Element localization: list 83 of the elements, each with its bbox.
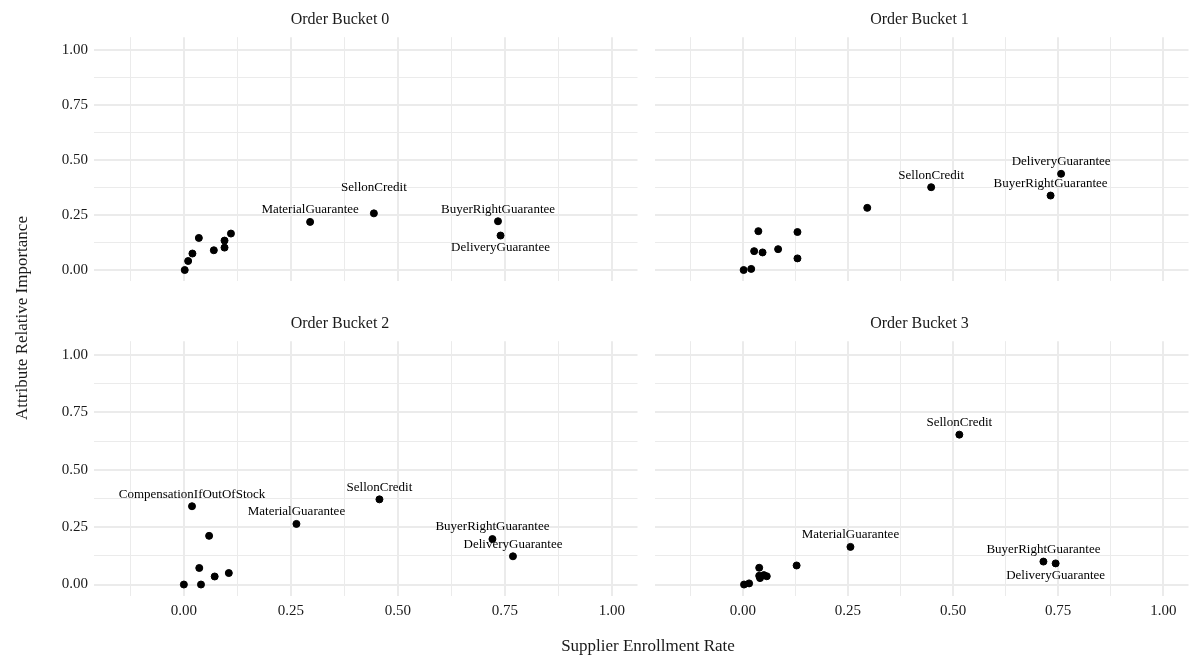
x-tick-label: 0.25 bbox=[834, 601, 862, 618]
annotation: BuyerRightGuarantee bbox=[435, 518, 550, 534]
point bbox=[194, 233, 203, 242]
x-tick-label: 0.75 bbox=[491, 601, 518, 618]
annotation: DeliveryGuarantee bbox=[1011, 153, 1111, 169]
point bbox=[1046, 191, 1055, 200]
point bbox=[375, 495, 384, 504]
annotation: DeliveryGuarantee bbox=[451, 238, 551, 254]
y-tick-label: 0.75 bbox=[61, 96, 88, 113]
x-axis-title: Supplier Enrollment Rate bbox=[561, 636, 735, 656]
point bbox=[508, 552, 517, 561]
chart-title: Order Bucket 1 bbox=[870, 9, 969, 27]
x-tick-label: 0.50 bbox=[939, 601, 967, 618]
point bbox=[196, 580, 205, 589]
point bbox=[184, 257, 193, 266]
annotation: MaterialGuarantee bbox=[261, 201, 360, 217]
annotation: MaterialGuarantee bbox=[247, 503, 346, 519]
annotation: DeliveryGuarantee bbox=[463, 535, 563, 551]
point bbox=[863, 203, 872, 212]
point bbox=[846, 542, 855, 551]
point bbox=[758, 248, 767, 257]
x-tick-label: 0.75 bbox=[1045, 601, 1072, 618]
point bbox=[927, 183, 936, 192]
point bbox=[180, 266, 189, 275]
chart-title: Order Bucket 3 bbox=[870, 313, 969, 331]
point bbox=[793, 254, 802, 263]
y-tick-label: 0.00 bbox=[61, 575, 88, 592]
point bbox=[955, 430, 964, 439]
point bbox=[1051, 559, 1060, 568]
y-tick-label: 1.00 bbox=[61, 345, 88, 362]
annotation: MaterialGuarantee bbox=[801, 526, 900, 542]
point bbox=[793, 228, 802, 237]
point bbox=[369, 209, 378, 218]
annotation: BuyerRightGuarantee bbox=[440, 200, 556, 216]
y-tick-label: 0.25 bbox=[61, 206, 88, 223]
annotation: SellonCredit bbox=[926, 414, 993, 430]
point bbox=[1039, 557, 1048, 566]
point bbox=[493, 217, 502, 226]
annotation: CompensationIfOutOfStock bbox=[118, 485, 266, 501]
point bbox=[188, 502, 196, 511]
point bbox=[220, 243, 229, 252]
point bbox=[210, 572, 219, 581]
point bbox=[496, 231, 505, 240]
y-tick-label: 0.25 bbox=[61, 518, 88, 535]
point bbox=[745, 579, 754, 588]
annotation: SellonCredit bbox=[346, 478, 413, 494]
annotation: BuyerRightGuarantee bbox=[986, 540, 1101, 556]
point bbox=[224, 569, 233, 578]
point bbox=[188, 249, 197, 258]
annotation: BuyerRightGuarantee bbox=[993, 174, 1108, 190]
point bbox=[179, 580, 188, 589]
y-tick-label: 0.75 bbox=[61, 403, 88, 420]
annotation: SellonCredit bbox=[898, 166, 965, 182]
point bbox=[226, 229, 235, 238]
point bbox=[220, 236, 229, 245]
point bbox=[755, 563, 764, 572]
x-tick-label: 0.25 bbox=[277, 601, 304, 618]
point bbox=[747, 264, 756, 273]
x-tick-label: 1.00 bbox=[598, 601, 625, 618]
y-tick-label: 0.50 bbox=[61, 460, 88, 477]
point bbox=[750, 247, 759, 256]
x-tick-label: 0.00 bbox=[729, 601, 756, 618]
point bbox=[754, 227, 763, 236]
chart-title: Order Bucket 0 bbox=[290, 9, 390, 27]
point bbox=[195, 564, 204, 572]
point bbox=[1057, 169, 1066, 178]
annotation: SellonCredit bbox=[341, 178, 408, 194]
y-tick-label: 1.00 bbox=[61, 41, 88, 58]
point bbox=[774, 245, 783, 254]
point bbox=[205, 531, 214, 540]
y-tick-label: 0.00 bbox=[61, 260, 88, 277]
x-tick-label: 1.00 bbox=[1150, 601, 1177, 618]
point bbox=[792, 561, 801, 570]
x-tick-label: 0.50 bbox=[384, 601, 411, 618]
annotation: DeliveryGuarantee bbox=[1006, 566, 1106, 582]
point bbox=[209, 246, 218, 255]
point bbox=[292, 519, 301, 528]
y-axis-title: Attribute Relative Importance bbox=[12, 216, 32, 420]
x-tick-label: 0.00 bbox=[170, 601, 197, 618]
y-tick-label: 0.50 bbox=[61, 151, 88, 168]
point bbox=[306, 217, 315, 226]
point bbox=[739, 266, 748, 275]
chart-title: Order Bucket 2 bbox=[290, 313, 390, 331]
